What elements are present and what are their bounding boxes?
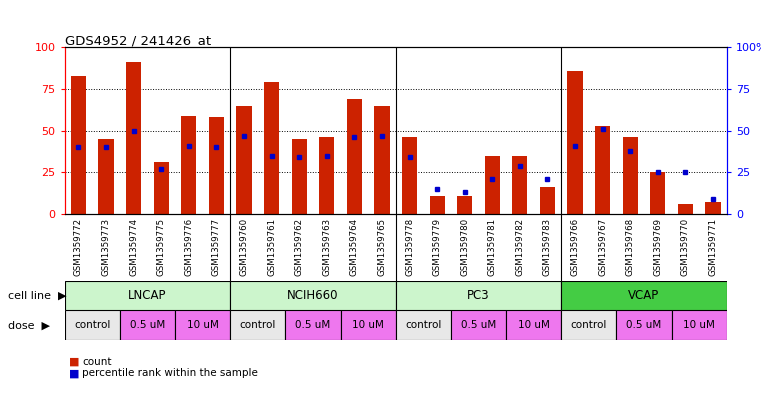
Text: 0.5 uM: 0.5 uM	[295, 320, 330, 330]
Bar	[595, 126, 610, 214]
Text: GSM1359783: GSM1359783	[543, 217, 552, 275]
Bar	[209, 118, 224, 214]
Text: GSM1359781: GSM1359781	[488, 217, 497, 275]
Bar	[561, 281, 727, 310]
Text: NCIH660: NCIH660	[287, 289, 339, 302]
Bar	[396, 310, 451, 340]
Bar	[457, 196, 473, 214]
Bar	[285, 310, 341, 340]
Bar	[230, 310, 285, 340]
Text: 0.5 uM: 0.5 uM	[461, 320, 496, 330]
Bar	[264, 82, 279, 214]
Text: GSM1359780: GSM1359780	[460, 217, 470, 275]
Bar	[71, 75, 86, 214]
Bar	[402, 137, 417, 214]
Text: GSM1359769: GSM1359769	[653, 217, 662, 275]
Text: GSM1359767: GSM1359767	[598, 217, 607, 275]
Bar	[154, 162, 169, 214]
Text: GSM1359782: GSM1359782	[515, 217, 524, 275]
Bar	[429, 196, 444, 214]
Text: GSM1359766: GSM1359766	[571, 217, 580, 275]
Bar	[98, 139, 113, 214]
Bar	[678, 204, 693, 214]
Text: GSM1359775: GSM1359775	[157, 217, 166, 275]
Text: 10 uM: 10 uM	[352, 320, 384, 330]
Text: GSM1359763: GSM1359763	[322, 217, 331, 275]
Bar	[671, 310, 727, 340]
Bar	[650, 173, 665, 214]
Text: control: control	[74, 320, 110, 330]
Text: GSM1359762: GSM1359762	[295, 217, 304, 275]
Text: LNCAP: LNCAP	[128, 289, 167, 302]
Bar	[319, 137, 334, 214]
Text: GSM1359771: GSM1359771	[708, 217, 718, 275]
Bar	[616, 310, 671, 340]
Text: dose  ▶: dose ▶	[8, 320, 49, 330]
Bar	[65, 310, 119, 340]
Bar	[175, 310, 230, 340]
Text: PC3: PC3	[467, 289, 490, 302]
Bar	[181, 116, 196, 214]
Text: ■: ■	[68, 368, 79, 378]
Text: count: count	[82, 356, 112, 367]
Text: VCAP: VCAP	[629, 289, 660, 302]
Text: ■: ■	[68, 356, 79, 367]
Bar	[561, 310, 616, 340]
Text: control: control	[240, 320, 276, 330]
Text: 0.5 uM: 0.5 uM	[130, 320, 165, 330]
Text: GSM1359761: GSM1359761	[267, 217, 276, 275]
Bar	[396, 281, 561, 310]
Bar	[622, 137, 638, 214]
Bar	[485, 156, 500, 214]
Text: GSM1359773: GSM1359773	[101, 217, 110, 275]
Text: 10 uM: 10 uM	[186, 320, 218, 330]
Text: 10 uM: 10 uM	[517, 320, 549, 330]
Bar	[347, 99, 362, 214]
Bar	[230, 281, 396, 310]
Bar	[506, 310, 561, 340]
Text: GSM1359774: GSM1359774	[129, 217, 139, 275]
Bar	[120, 310, 175, 340]
Text: cell line  ▶: cell line ▶	[8, 291, 66, 301]
Bar	[341, 310, 396, 340]
Text: GSM1359764: GSM1359764	[350, 217, 359, 275]
Bar	[512, 156, 527, 214]
Bar	[291, 139, 307, 214]
Text: GSM1359779: GSM1359779	[432, 217, 441, 275]
Text: percentile rank within the sample: percentile rank within the sample	[82, 368, 258, 378]
Bar	[126, 62, 142, 214]
Bar	[568, 70, 583, 214]
Text: 0.5 uM: 0.5 uM	[626, 320, 661, 330]
Bar	[540, 187, 555, 214]
Text: GSM1359760: GSM1359760	[240, 217, 249, 275]
Text: GSM1359778: GSM1359778	[405, 217, 414, 275]
Text: 10 uM: 10 uM	[683, 320, 715, 330]
Text: control: control	[405, 320, 441, 330]
Text: GSM1359768: GSM1359768	[626, 217, 635, 275]
Text: control: control	[571, 320, 607, 330]
Bar	[65, 281, 230, 310]
Bar	[705, 202, 721, 214]
Bar	[237, 106, 252, 214]
Bar	[451, 310, 506, 340]
Text: GSM1359776: GSM1359776	[184, 217, 193, 275]
Bar	[374, 106, 390, 214]
Text: GSM1359770: GSM1359770	[681, 217, 690, 275]
Text: GSM1359777: GSM1359777	[212, 217, 221, 275]
Text: GSM1359765: GSM1359765	[377, 217, 387, 275]
Text: GSM1359772: GSM1359772	[74, 217, 83, 275]
Text: GDS4952 / 241426_at: GDS4952 / 241426_at	[65, 34, 211, 47]
